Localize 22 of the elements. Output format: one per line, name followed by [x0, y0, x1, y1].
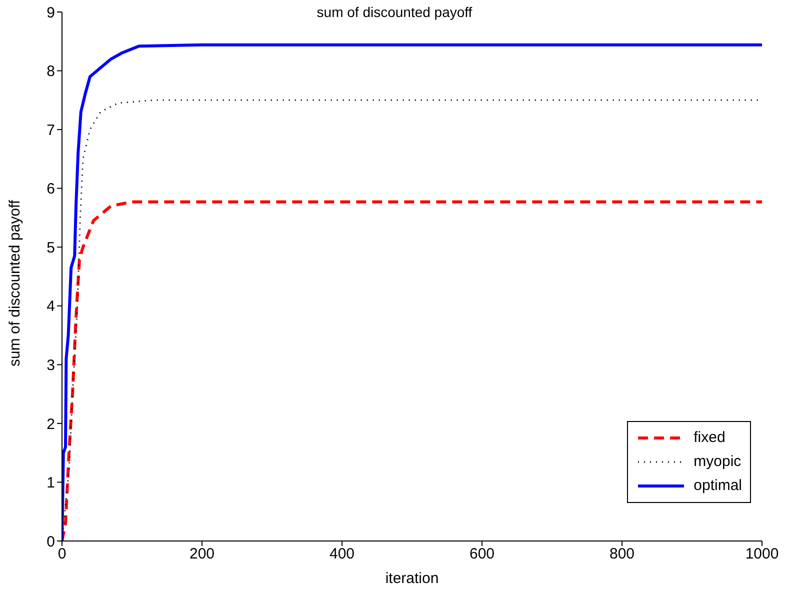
x-tick-label: 800 — [609, 546, 635, 563]
legend-label: fixed — [694, 428, 726, 448]
legend-label: optimal — [694, 476, 742, 496]
x-tick-label: 0 — [58, 546, 66, 563]
chart-title: sum of discounted payoff — [316, 4, 472, 20]
x-tick-label: 1000 — [745, 546, 779, 563]
y-tick-label: 5 — [46, 239, 55, 256]
y-tick-label: 9 — [46, 4, 55, 22]
x-tick-label: 600 — [469, 546, 495, 563]
y-tick-label: 4 — [46, 298, 55, 316]
y-tick-label: 3 — [46, 356, 55, 374]
y-tick-label: 8 — [46, 63, 55, 80]
y-axis-title: sum of discounted payoff — [6, 199, 24, 366]
y-tick-label: 1 — [46, 474, 55, 492]
legend-label: myopic — [694, 452, 742, 472]
x-tick-label: 200 — [189, 546, 215, 563]
y-tick-label: 7 — [46, 122, 55, 139]
y-tick-label: 6 — [46, 180, 55, 198]
x-tick-label: 400 — [329, 546, 355, 563]
y-tick-label: 0 — [46, 533, 55, 550]
x-axis-title: iteration — [385, 570, 439, 587]
y-tick-label: 2 — [46, 416, 55, 433]
